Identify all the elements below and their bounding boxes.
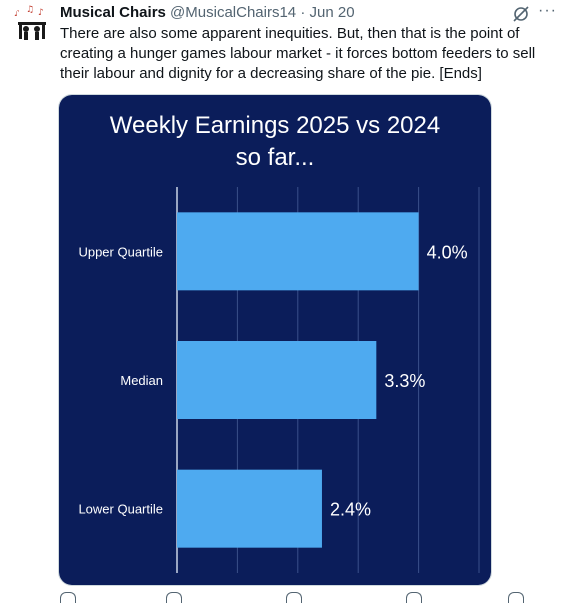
bar-upper-quartile: [177, 212, 419, 291]
like-icon[interactable]: [286, 592, 302, 603]
author-handle[interactable]: @MusicalChairs14: [170, 4, 297, 21]
reply-icon[interactable]: [60, 592, 76, 603]
category-label: Median: [120, 373, 163, 388]
tweet-media[interactable]: Weekly Earnings 2025 vs 2024 so far... U…: [58, 94, 492, 586]
category-labels: Upper Quartile Median Lower Quartile: [78, 244, 163, 516]
author-name[interactable]: Musical Chairs: [60, 4, 166, 21]
earnings-chart: Weekly Earnings 2025 vs 2024 so far... U…: [59, 95, 491, 585]
more-icon[interactable]: ···: [538, 2, 557, 19]
tweet-header: Musical Chairs @MusicalChairs14 · Jun 20: [60, 4, 355, 22]
value-labels: 4.0% 3.3% 2.4%: [330, 242, 468, 519]
chart-title: Weekly Earnings 2025 vs 2024: [110, 112, 440, 139]
value-label: 3.3%: [384, 371, 425, 391]
svg-text:♪: ♪: [14, 9, 20, 19]
views-icon[interactable]: [406, 592, 422, 603]
chart-subtitle: so far...: [236, 144, 315, 171]
svg-text:♫: ♫: [26, 5, 34, 15]
chart-bars: [177, 212, 419, 548]
separator-dot: ·: [300, 4, 306, 21]
tweet-date[interactable]: Jun 20: [309, 4, 355, 21]
tweet-text: There are also some apparent inequities.…: [60, 25, 536, 82]
category-label: Lower Quartile: [78, 502, 163, 517]
grok-icon[interactable]: [512, 5, 530, 23]
bookmark-icon[interactable]: [508, 592, 524, 603]
value-label: 2.4%: [330, 500, 371, 520]
svg-text:♪: ♪: [38, 8, 44, 18]
bar-median: [177, 341, 377, 419]
musical-chairs-avatar-icon: ♪ ♫ ♪: [14, 5, 46, 40]
avatar[interactable]: ♪ ♫ ♪: [12, 4, 52, 44]
bar-lower-quartile: [177, 469, 322, 548]
category-label: Upper Quartile: [78, 244, 163, 259]
repost-icon[interactable]: [166, 592, 182, 603]
value-label: 4.0%: [427, 242, 468, 262]
